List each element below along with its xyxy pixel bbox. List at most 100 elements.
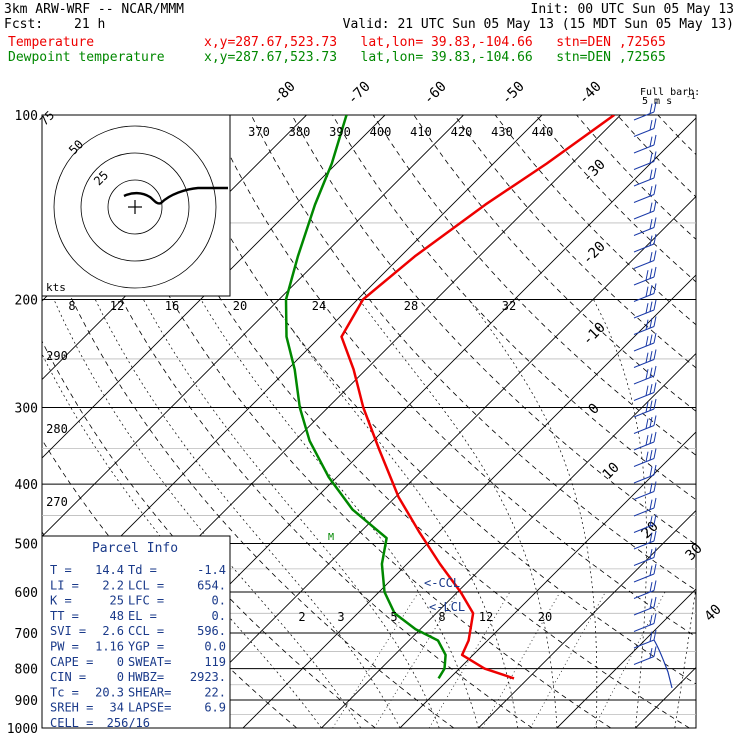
mixing-ratio-line [593,591,666,728]
wind-barb-flag [653,613,657,624]
isotherm-line [42,115,543,616]
wind-barb-flag [649,384,653,395]
wind-barb-flag [653,266,657,278]
wind-barb [633,392,655,401]
dry-adiabat-line [250,115,696,591]
pressure-tick-label: 1000 [7,722,38,737]
wind-barb-flag [645,303,649,314]
wind-barb-flag [649,499,653,510]
wind-barb-flag [649,268,653,279]
parcel-param-value: 0. [212,594,226,608]
wind-barb-flag [645,286,649,297]
wind-barb [633,375,655,385]
wind-barb-flag [653,250,657,261]
wind-barb-flag [649,285,653,296]
parcel-scale-label: 16 [165,299,179,313]
parcel-param-label: LCL = [128,578,164,592]
mixing-ratio-line [332,591,419,728]
wind-barb [633,293,655,302]
wind-barb-flag [653,481,657,492]
wind-barb-flag [653,299,657,311]
isotherm-line [399,431,696,728]
parcel-param-label: Tc = [50,685,79,699]
isotherm-line [714,115,740,728]
wind-barb-flag [653,365,657,377]
mixing-ratio-label: 20 [538,610,552,624]
wind-barb [633,623,655,632]
isotherm-tick-label: 0 [586,401,603,418]
wind-barb-flag [653,514,657,525]
wind-barb [633,161,655,170]
parcel-param-label: CELL = [50,716,93,730]
dry-adiabat-line [210,115,696,638]
isotherm-tick-label: -10 [580,320,609,349]
parcel-param-value: 2923. [190,670,226,684]
wind-barb-flag [649,367,653,378]
theta-e-label: 390 [329,125,351,139]
parcel-param-label: SVI = [50,624,86,638]
wind-barb-flag [649,153,653,164]
isotherm-tick-label: 10 [600,460,623,483]
wind-barb-flag [645,435,649,446]
dry-adiabat-line [413,115,696,412]
pressure-tick-label: 300 [15,401,38,416]
wind-barb-flag [649,301,653,312]
theta-e-label: 380 [289,125,311,139]
hodograph-ring [53,125,217,289]
valid-time: Valid: 21 UTC Sun 05 May 13 (15 MDT Sun … [342,17,734,32]
temperature-location: x,y=287.67,523.73 lat,lon= 39.83,-104.66… [204,35,666,50]
wind-barb-flag [653,332,657,344]
wind-barb-flag [649,516,653,527]
wind-barb [633,359,655,368]
wind-barb [633,194,655,203]
wind-barb-flag [649,648,653,659]
barb-legend-title: Full barb: [640,87,700,98]
wind-barb-flag [653,547,657,558]
dewpoint-legend: Dewpoint temperature [8,50,165,65]
profile-marker: M [328,532,334,543]
parcel-param-value: 25 [110,594,124,608]
parcel-scale-label: 20 [233,299,247,313]
parcel-param-label: K = [50,594,72,608]
wind-barb-flag [653,101,657,113]
isotherm-line [42,115,464,538]
wind-barb-flag [649,351,653,362]
wind-barb [633,590,655,599]
isotherm-tick-label: -20 [580,239,609,268]
wind-barb-flag [649,103,653,114]
moist-adiabat-line [94,299,401,728]
parcel-param-label: SREH = [50,701,93,715]
parcel-param-value: 596. [197,624,226,638]
dry-adiabat-line [576,115,696,240]
wind-barb-flag [653,646,657,657]
theta-e-label: 440 [532,125,554,139]
wind-barb [633,474,655,484]
parcel-scale-label: 12 [110,299,124,313]
wind-barb-flag [653,283,657,294]
pressure-tick-label: 700 [15,627,38,642]
theta-e-label: 400 [370,125,392,139]
pressure-tick-label: 500 [15,537,38,552]
isotherm-tick-label: -70 [345,79,374,108]
dry-adiabat-line [47,115,533,728]
hodograph-ring [80,152,190,262]
wind-barb-flag [649,252,653,263]
dry-adiabat-line [291,115,696,546]
ccl-marker: <-CCL [424,576,460,590]
wind-barb-flag [649,400,653,411]
mixing-ratio-line [530,591,606,728]
wind-barb-flag [645,319,649,330]
isotherm-tick-label: -60 [421,79,450,108]
wind-barb [633,441,655,451]
wind-barb-flag [653,316,657,327]
dry-adiabat-label: 290 [46,349,68,363]
moist-adiabat-line [358,299,558,728]
wind-barb [633,210,655,220]
wind-barb-flag [649,466,653,477]
hodograph-units: kts [46,281,66,294]
parcel-param-value: 654. [197,578,226,592]
model-title: 3km ARW-WRF -- NCAR/MMM [4,2,185,17]
wind-barb-flag [649,202,653,213]
wind-barb-flag [645,385,649,396]
wind-barb [633,309,655,319]
